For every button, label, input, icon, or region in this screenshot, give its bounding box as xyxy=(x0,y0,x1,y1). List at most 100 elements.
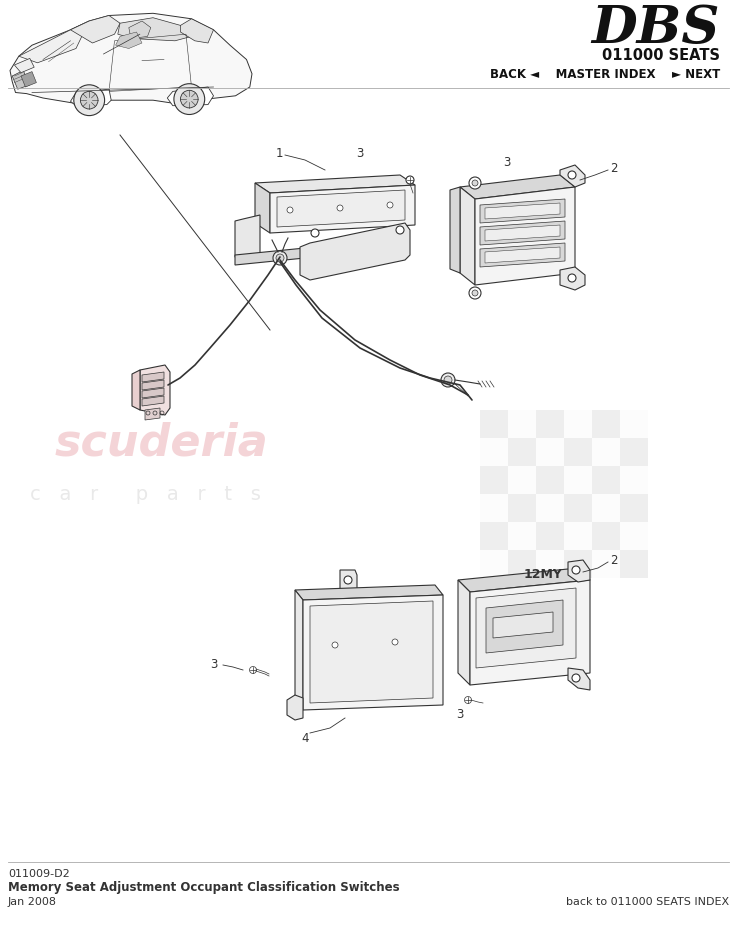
Bar xyxy=(536,466,564,494)
Polygon shape xyxy=(255,183,270,233)
Polygon shape xyxy=(71,89,111,106)
Polygon shape xyxy=(450,187,460,273)
Bar xyxy=(564,466,592,494)
Bar xyxy=(564,438,592,466)
Bar xyxy=(592,466,620,494)
Bar xyxy=(536,550,564,578)
Bar xyxy=(620,410,648,438)
Bar xyxy=(536,522,564,550)
Polygon shape xyxy=(560,267,585,290)
Polygon shape xyxy=(493,612,553,638)
Circle shape xyxy=(568,171,576,179)
Polygon shape xyxy=(142,372,164,382)
Circle shape xyxy=(273,251,287,265)
Bar xyxy=(620,466,648,494)
Circle shape xyxy=(174,83,205,115)
Bar xyxy=(564,522,592,550)
Polygon shape xyxy=(568,668,590,690)
Polygon shape xyxy=(458,568,590,592)
Polygon shape xyxy=(485,247,560,263)
Polygon shape xyxy=(142,380,164,390)
Polygon shape xyxy=(142,396,164,406)
Polygon shape xyxy=(21,71,36,87)
Polygon shape xyxy=(480,243,565,267)
Polygon shape xyxy=(560,165,585,187)
Circle shape xyxy=(472,290,478,296)
Circle shape xyxy=(276,254,284,262)
Circle shape xyxy=(332,642,338,648)
Polygon shape xyxy=(460,187,475,285)
Polygon shape xyxy=(71,16,120,43)
Polygon shape xyxy=(295,585,443,600)
Polygon shape xyxy=(295,590,303,710)
Polygon shape xyxy=(340,570,357,592)
Polygon shape xyxy=(303,595,443,710)
Circle shape xyxy=(396,226,404,234)
Bar xyxy=(508,410,536,438)
Text: 4: 4 xyxy=(301,731,309,744)
Polygon shape xyxy=(485,203,560,219)
Polygon shape xyxy=(250,221,255,233)
Circle shape xyxy=(469,177,481,189)
Text: 2: 2 xyxy=(610,553,618,566)
Bar xyxy=(536,438,564,466)
Bar xyxy=(536,410,564,438)
Circle shape xyxy=(406,176,414,184)
Circle shape xyxy=(80,92,98,109)
Text: 1: 1 xyxy=(276,146,283,159)
Circle shape xyxy=(387,202,393,208)
Circle shape xyxy=(472,180,478,186)
Bar xyxy=(564,494,592,522)
Polygon shape xyxy=(167,87,214,106)
Circle shape xyxy=(469,287,481,299)
Polygon shape xyxy=(10,13,252,104)
Polygon shape xyxy=(15,58,34,72)
Bar xyxy=(592,494,620,522)
Bar xyxy=(620,550,648,578)
Bar xyxy=(620,438,648,466)
Polygon shape xyxy=(470,580,590,685)
Polygon shape xyxy=(255,175,415,193)
Polygon shape xyxy=(145,408,160,420)
Text: Jan 2008: Jan 2008 xyxy=(8,897,57,907)
Bar xyxy=(480,438,508,466)
Bar xyxy=(592,522,620,550)
Polygon shape xyxy=(300,223,410,280)
Bar xyxy=(480,410,508,438)
Text: 3: 3 xyxy=(456,707,464,720)
Circle shape xyxy=(74,84,105,116)
Circle shape xyxy=(392,639,398,645)
Text: back to 011000 SEATS INDEX: back to 011000 SEATS INDEX xyxy=(566,897,729,907)
Bar xyxy=(508,494,536,522)
Text: DBS: DBS xyxy=(592,3,720,54)
Bar xyxy=(480,522,508,550)
Polygon shape xyxy=(19,21,89,63)
Text: 3: 3 xyxy=(211,657,218,670)
Text: 12MY: 12MY xyxy=(523,568,562,581)
Polygon shape xyxy=(486,600,563,653)
Bar xyxy=(592,410,620,438)
Polygon shape xyxy=(140,365,170,415)
Circle shape xyxy=(568,274,576,282)
Polygon shape xyxy=(129,21,151,39)
Polygon shape xyxy=(181,19,214,43)
Bar xyxy=(620,494,648,522)
Bar xyxy=(508,438,536,466)
Polygon shape xyxy=(235,247,315,265)
Polygon shape xyxy=(568,560,590,582)
Polygon shape xyxy=(458,580,470,685)
Circle shape xyxy=(250,667,256,674)
Text: 3: 3 xyxy=(356,146,363,159)
Bar xyxy=(564,550,592,578)
Text: Memory Seat Adjustment Occupant Classification Switches: Memory Seat Adjustment Occupant Classifi… xyxy=(8,882,399,895)
Bar xyxy=(536,494,564,522)
Polygon shape xyxy=(270,185,415,233)
Text: BACK ◄    MASTER INDEX    ► NEXT: BACK ◄ MASTER INDEX ► NEXT xyxy=(490,68,720,81)
Bar xyxy=(592,550,620,578)
Polygon shape xyxy=(116,32,142,48)
Bar xyxy=(508,466,536,494)
Text: 011000 SEATS: 011000 SEATS xyxy=(602,47,720,62)
Circle shape xyxy=(311,229,319,237)
Polygon shape xyxy=(476,588,576,668)
Bar xyxy=(480,494,508,522)
